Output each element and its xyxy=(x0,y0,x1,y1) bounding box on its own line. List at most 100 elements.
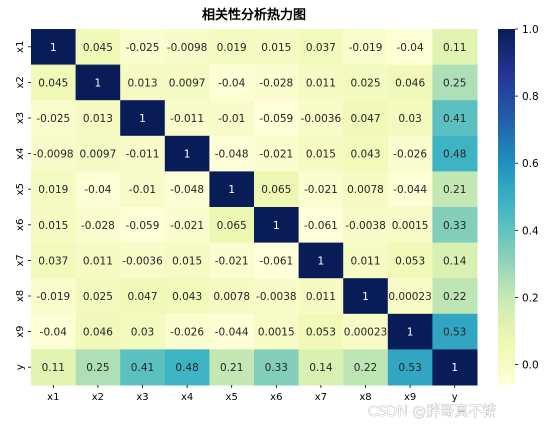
heatmap-cell-label: -0.028 xyxy=(81,220,115,232)
heatmap-cell xyxy=(209,207,255,244)
heatmap-cell xyxy=(298,349,344,386)
heatmap-cell-label: 0.03 xyxy=(131,327,154,339)
heatmap-cell-label: -0.044 xyxy=(393,184,427,196)
heatmap-cell xyxy=(75,349,121,386)
heatmap-cell-label: -0.0038 xyxy=(256,291,297,303)
heatmap-cell xyxy=(164,100,210,137)
heatmap-cell-label: 0.0097 xyxy=(169,77,206,89)
heatmap-cell xyxy=(387,171,433,208)
heatmap-cell-label: 0.41 xyxy=(131,362,154,374)
heatmap-cell xyxy=(31,29,77,66)
heatmap-cell xyxy=(343,135,389,172)
heatmap-cell xyxy=(432,100,478,137)
heatmap-cell xyxy=(209,278,255,315)
heatmap-cell-label: -0.04 xyxy=(397,42,424,54)
colorbar-tick-label: 0.4 xyxy=(522,225,539,237)
heatmap-cell-label: 0.047 xyxy=(350,113,380,125)
x-axis-tick-label: x9 xyxy=(404,392,416,403)
heatmap-cell xyxy=(298,135,344,172)
heatmap-cell xyxy=(120,29,166,66)
heatmap-cell-label: -0.061 xyxy=(259,255,293,267)
heatmap-cell-label: 0.015 xyxy=(172,255,202,267)
heatmap-cell-label: 1 xyxy=(407,327,414,339)
x-axis-tick-label: x6 xyxy=(270,392,282,403)
heatmap-cell xyxy=(432,64,478,101)
y-axis-tick-label: x5 xyxy=(15,183,26,195)
heatmap-cell-label: 0.043 xyxy=(172,291,202,303)
heatmap-cell-label: 0.025 xyxy=(83,291,113,303)
heatmap-cell xyxy=(209,242,255,279)
heatmap-cell-label: 0.14 xyxy=(309,362,333,374)
heatmap-cell-label: 0.015 xyxy=(261,42,291,54)
heatmap-cell xyxy=(75,242,121,279)
heatmap-cell-label: 1 xyxy=(451,362,458,374)
heatmap-cell-label: 0.14 xyxy=(443,255,467,267)
x-axis-tick-label: x5 xyxy=(226,392,238,403)
x-axis-tick-label: x3 xyxy=(136,392,148,403)
heatmap-cell xyxy=(31,207,77,244)
heatmap-cell-label: 0.065 xyxy=(261,184,291,196)
heatmap-cell-label: 0.011 xyxy=(306,77,336,89)
heatmap-cell-label: -0.059 xyxy=(259,113,293,125)
heatmap-cell-label: -0.021 xyxy=(215,255,249,267)
heatmap-cell-label: 0.053 xyxy=(395,255,425,267)
heatmap-cell xyxy=(343,171,389,208)
heatmap-cell xyxy=(387,278,433,315)
x-axis-tick-label: x4 xyxy=(181,392,193,403)
heatmap-cell-label: -0.01 xyxy=(218,113,245,125)
chart-title: 相关性分析热力图 xyxy=(202,7,306,23)
heatmap-cell-label: 0.015 xyxy=(306,149,336,161)
heatmap-cell xyxy=(387,349,433,386)
heatmap-cell xyxy=(120,64,166,101)
heatmap-cell-label: 0.33 xyxy=(443,220,466,232)
heatmap-cell-label: 0.22 xyxy=(443,291,466,303)
x-axis-tick-label: x7 xyxy=(315,392,327,403)
heatmap-cell-label: 0.011 xyxy=(83,255,113,267)
heatmap-cell xyxy=(120,349,166,386)
heatmap-cell-label: 0.037 xyxy=(306,42,336,54)
heatmap-cell xyxy=(254,135,300,172)
heatmap-cell-label: -0.019 xyxy=(36,291,70,303)
heatmap-cell-label: -0.0098 xyxy=(167,42,208,54)
heatmap-cell-label: 0.0015 xyxy=(258,327,295,339)
heatmap-cell-label: 0.011 xyxy=(306,291,336,303)
heatmap-cell xyxy=(75,29,121,66)
heatmap-cell-label: -0.01 xyxy=(129,184,156,196)
heatmap-cell xyxy=(254,349,300,386)
heatmap-cell-label: -0.028 xyxy=(259,77,293,89)
y-axis-tick-label: x8 xyxy=(15,290,26,302)
heatmap-cell-label: 0.00023 xyxy=(344,327,387,339)
heatmap-cell xyxy=(164,171,210,208)
y-axis-tick-label: x6 xyxy=(15,219,26,231)
heatmap-cell-label: 0.03 xyxy=(398,113,421,125)
heatmap-cell xyxy=(432,135,478,172)
heatmap-cell xyxy=(432,349,478,386)
heatmap-cell-label: 0.043 xyxy=(350,149,380,161)
heatmap-cell xyxy=(164,349,210,386)
heatmap-cell xyxy=(164,29,210,66)
heatmap-cell xyxy=(120,278,166,315)
heatmap-cell xyxy=(31,349,77,386)
heatmap-cell xyxy=(209,29,255,66)
y-axis-tick-labels: x1 x2 x3 x4 x5 x6 x7 x8 x9 y xyxy=(15,41,31,370)
heatmap-cell-label: 0.0015 xyxy=(392,220,429,232)
heatmap-cell xyxy=(387,29,433,66)
heatmap-cell xyxy=(120,100,166,137)
heatmap-cell-label: 0.00023 xyxy=(388,291,431,303)
heatmap-cell xyxy=(298,242,344,279)
heatmap-cell xyxy=(432,207,478,244)
heatmap-cell xyxy=(209,100,255,137)
heatmap-cell-label: 1 xyxy=(95,77,102,89)
heatmap-cell xyxy=(343,100,389,137)
heatmap-cell xyxy=(75,171,121,208)
heatmap-cell xyxy=(75,207,121,244)
heatmap-cell-label: -0.021 xyxy=(259,149,293,161)
watermark-text: CSDN @胖哥真不错 xyxy=(368,404,496,420)
heatmap-cell-label: -0.04 xyxy=(40,327,67,339)
heatmap-cell-label: -0.061 xyxy=(304,220,338,232)
heatmap-cell xyxy=(387,135,433,172)
heatmap-cell-label: 0.045 xyxy=(38,77,68,89)
heatmap-cell-label: 0.41 xyxy=(443,113,466,125)
heatmap-cell xyxy=(209,313,255,350)
heatmap-cell-label: 0.0078 xyxy=(347,184,384,196)
